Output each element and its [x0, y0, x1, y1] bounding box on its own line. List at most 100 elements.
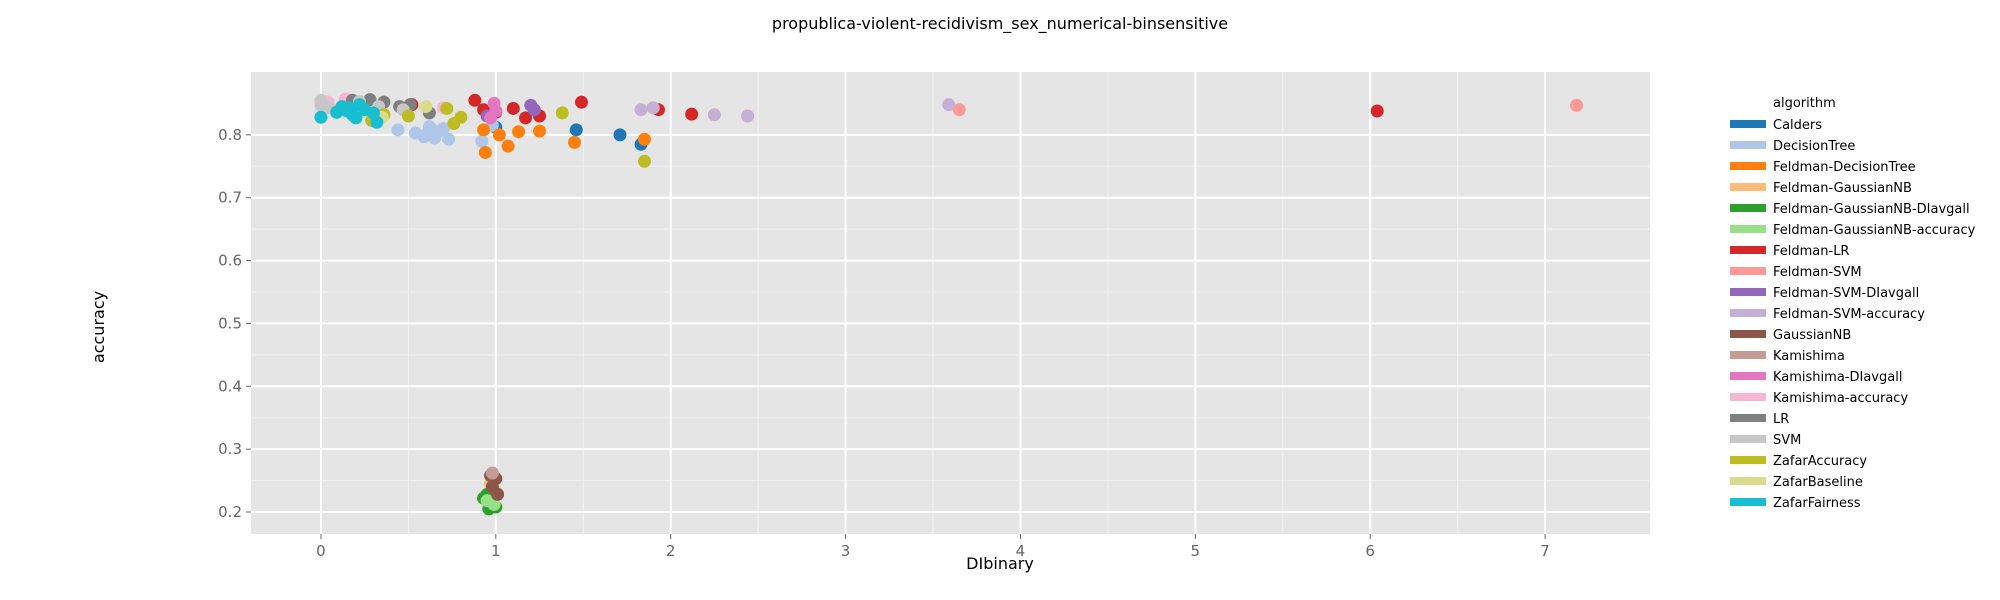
legend-swatch — [1730, 162, 1766, 170]
data-point — [370, 115, 384, 129]
data-point — [391, 123, 405, 137]
legend-entry-label: Feldman-GaussianNB — [1773, 181, 1912, 196]
legend: algorithm Calders DecisionTree Feldman-Dec… — [1730, 96, 1976, 511]
data-point — [646, 101, 660, 115]
legend-entry-label: Kamishima-accuracy — [1773, 391, 1908, 406]
data-point — [431, 125, 445, 139]
data-point — [533, 124, 547, 138]
data-point — [330, 105, 344, 119]
y-tick-label: 0.3 — [218, 440, 242, 458]
data-point — [468, 93, 482, 107]
y-tick-label: 0.4 — [218, 377, 242, 395]
legend-swatch — [1730, 183, 1766, 191]
x-axis-ticks: 0 1 2 3 4 5 6 7 — [316, 534, 1550, 560]
data-point — [475, 134, 489, 148]
y-axis-ticks: 0.2 0.3 0.4 0.5 0.6 0.7 0.8 — [218, 126, 251, 521]
series-group — [314, 98, 384, 129]
legend-swatch — [1730, 435, 1766, 443]
series-group — [391, 118, 499, 148]
data-point — [555, 106, 569, 120]
legend-swatch — [1730, 288, 1766, 296]
data-point — [512, 125, 526, 139]
series-group — [365, 101, 651, 168]
legend-entry-label: ZafarAccuracy — [1773, 454, 1867, 469]
x-tick-label: 6 — [1365, 542, 1375, 560]
data-point — [363, 93, 377, 107]
data-point — [491, 487, 505, 501]
legend-entry-label: Feldman-GaussianNB-accuracy — [1773, 223, 1976, 238]
chart-title: propublica-violent-recidivism_sex_numeri… — [772, 14, 1228, 34]
x-tick-label: 5 — [1191, 542, 1201, 560]
legend-entry-label: Kamishima — [1773, 349, 1845, 364]
legend-entry-label: LR — [1773, 412, 1789, 427]
data-point — [634, 103, 648, 117]
legend-swatch — [1730, 246, 1766, 254]
legend-swatch — [1730, 351, 1766, 359]
data-point — [454, 110, 468, 124]
legend-title: algorithm — [1773, 96, 1836, 111]
legend-entry-label: DecisionTree — [1773, 139, 1855, 154]
data-point — [637, 132, 651, 146]
legend-entry-label: ZafarBaseline — [1773, 475, 1863, 490]
y-tick-label: 0.6 — [218, 252, 242, 270]
legend-entry-label: Kamishima-DIavgall — [1773, 370, 1902, 385]
data-point — [478, 145, 492, 159]
data-point — [314, 110, 328, 124]
data-point — [419, 128, 433, 142]
legend-entry-label: ZafarFairness — [1773, 496, 1861, 511]
x-tick-label: 4 — [1016, 542, 1026, 560]
legend-entry-label: Feldman-SVM — [1773, 265, 1862, 280]
legend-swatch — [1730, 498, 1766, 506]
data-point — [506, 101, 520, 115]
legend-swatch — [1730, 330, 1766, 338]
data-point — [1570, 98, 1584, 112]
legend-entry-label: Calders — [1773, 118, 1822, 133]
data-point — [485, 466, 499, 480]
legend-swatch — [1730, 393, 1766, 401]
data-points — [314, 92, 1584, 516]
data-point — [401, 109, 415, 123]
data-point — [741, 109, 755, 123]
x-tick-label: 2 — [666, 542, 676, 560]
data-point — [442, 132, 456, 146]
legend-entry-label: GaussianNB — [1773, 328, 1851, 343]
series-group — [634, 98, 956, 123]
x-tick-label: 3 — [841, 542, 851, 560]
y-axis-label: accuracy — [89, 291, 108, 363]
data-point — [349, 111, 363, 125]
legend-swatch — [1730, 141, 1766, 149]
data-point — [569, 123, 583, 137]
data-point — [527, 103, 541, 117]
x-tick-label: 0 — [316, 542, 326, 560]
data-point — [501, 139, 515, 153]
legend-swatch — [1730, 309, 1766, 317]
legend-swatch — [1730, 372, 1766, 380]
series-group — [484, 96, 503, 125]
data-point — [568, 135, 582, 149]
series-group — [480, 494, 501, 511]
series-group — [485, 466, 499, 480]
legend-entry-label: SVM — [1773, 433, 1801, 448]
y-tick-label: 0.2 — [218, 503, 242, 521]
plot-area — [251, 72, 1650, 534]
y-tick-label: 0.7 — [218, 189, 242, 207]
data-point — [484, 111, 498, 125]
data-point — [685, 107, 699, 121]
x-tick-label: 7 — [1540, 542, 1550, 560]
x-axis-label: DIbinary — [966, 554, 1034, 573]
legend-entry-label: Feldman-LR — [1773, 244, 1849, 259]
data-point — [942, 98, 956, 112]
legend-entry-label: Feldman-GaussianNB-DIavgall — [1773, 202, 1970, 217]
legend-swatch — [1730, 456, 1766, 464]
legend-swatch — [1730, 204, 1766, 212]
legend-swatch — [1730, 477, 1766, 485]
data-point — [519, 111, 533, 125]
legend-swatch — [1730, 414, 1766, 422]
legend-entry-label: Feldman-SVM-accuracy — [1773, 307, 1925, 322]
data-point — [440, 101, 454, 115]
y-tick-label: 0.8 — [218, 126, 242, 144]
data-point — [342, 101, 356, 115]
legend-entry-label: Feldman-SVM-DIavgall — [1773, 286, 1919, 301]
